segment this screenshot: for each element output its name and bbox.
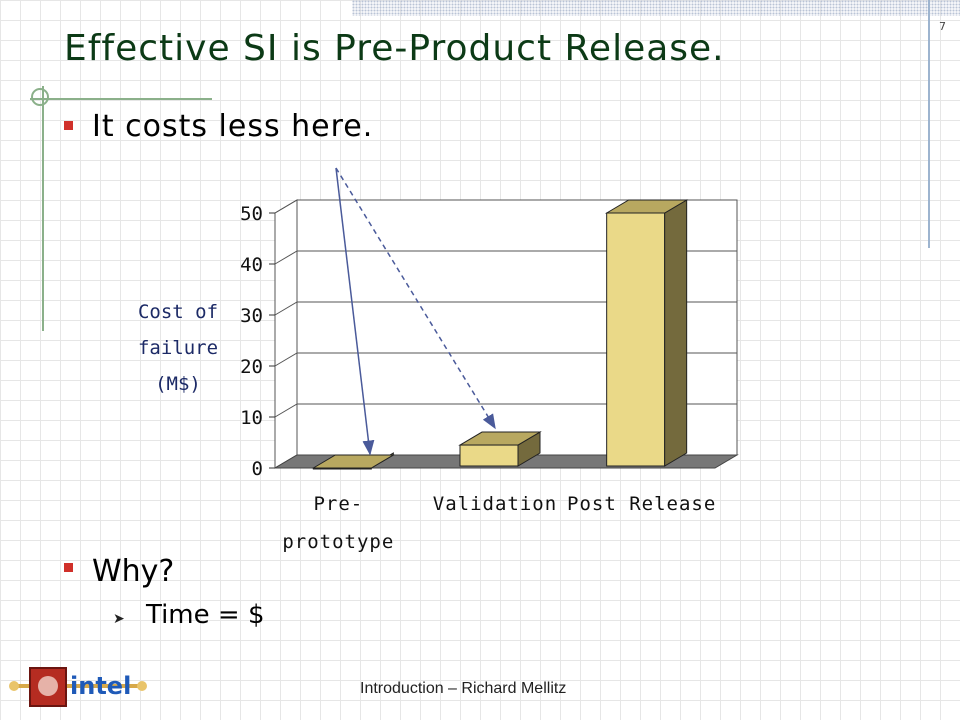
intel-logo: intel [9, 667, 147, 707]
gridline [274, 352, 737, 367]
x-tick-label: Pre-prototype [282, 493, 394, 553]
footer-text: Introduction – Richard Mellitz [360, 680, 567, 697]
title-vertical-rule [42, 86, 44, 331]
gridline [274, 403, 737, 418]
sub-bullet-text: Time = $ [146, 600, 265, 630]
bullet-text: Why? [92, 554, 175, 589]
gridline [274, 199, 737, 214]
bullet-text: It costs less here. [92, 109, 374, 144]
right-vertical-rule [928, 0, 930, 248]
slide-title: Effective SI is Pre-Product Release. [64, 28, 725, 69]
x-tick-label: Post Release [567, 493, 716, 515]
y-tick-label: 30 [240, 305, 263, 327]
gridline [274, 250, 737, 265]
chart-side-wall [274, 199, 298, 469]
y-tick-label: 50 [240, 203, 263, 225]
annotation-arrow-dashed [335, 167, 496, 430]
x-tick-label: Validation [433, 493, 557, 515]
title-horizontal-rule [30, 98, 212, 100]
y-tick-label: 20 [240, 356, 263, 378]
bar-top [458, 431, 542, 446]
intel-logo-text: intel [70, 672, 131, 700]
annotation-arrow-solid [335, 167, 375, 456]
rule-circle-ornament [31, 88, 49, 106]
sub-bullet-arrow-icon: ➤ [113, 611, 125, 627]
bar [459, 444, 519, 467]
y-tick-label: 0 [252, 458, 263, 480]
top-decorative-band [352, 0, 960, 16]
cost-chart: 0 10 20 30 40 50 Pre-prototype Validation Post R… [138, 167, 739, 553]
slide-number: 7 [939, 20, 946, 33]
bar [606, 212, 666, 467]
y-axis-label: Cost of failure (M$) [138, 301, 218, 395]
bullet-square-icon [64, 121, 73, 130]
y-tick-label: 10 [240, 407, 263, 429]
bar-top [604, 199, 689, 214]
bar-top [311, 454, 396, 469]
y-tick-label: 40 [240, 254, 263, 276]
gridline [274, 301, 737, 316]
bar-side [664, 199, 688, 467]
bullet-square-icon [64, 563, 73, 572]
